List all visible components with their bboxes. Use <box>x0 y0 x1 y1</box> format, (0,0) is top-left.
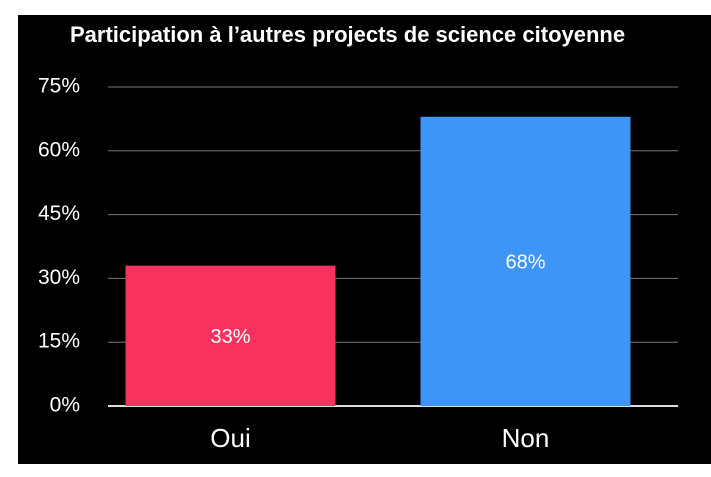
y-tick-label: 0% <box>50 394 80 417</box>
y-tick-label: 75% <box>38 75 80 98</box>
bar <box>125 265 336 406</box>
bar <box>420 116 631 407</box>
data-label: 33% <box>210 326 250 348</box>
x-tick-label: Oui <box>210 423 250 453</box>
y-tick-label: 60% <box>38 138 80 161</box>
chart-body: Participation à l’autres projects de sci… <box>38 22 678 453</box>
x-tick-label: Non <box>502 423 550 453</box>
y-tick-label: 30% <box>38 266 80 289</box>
y-tick-label: 45% <box>38 202 80 225</box>
data-label: 68% <box>505 252 545 274</box>
chart-title: Participation à l’autres projects de sci… <box>70 22 625 47</box>
y-tick-label: 15% <box>38 330 80 353</box>
